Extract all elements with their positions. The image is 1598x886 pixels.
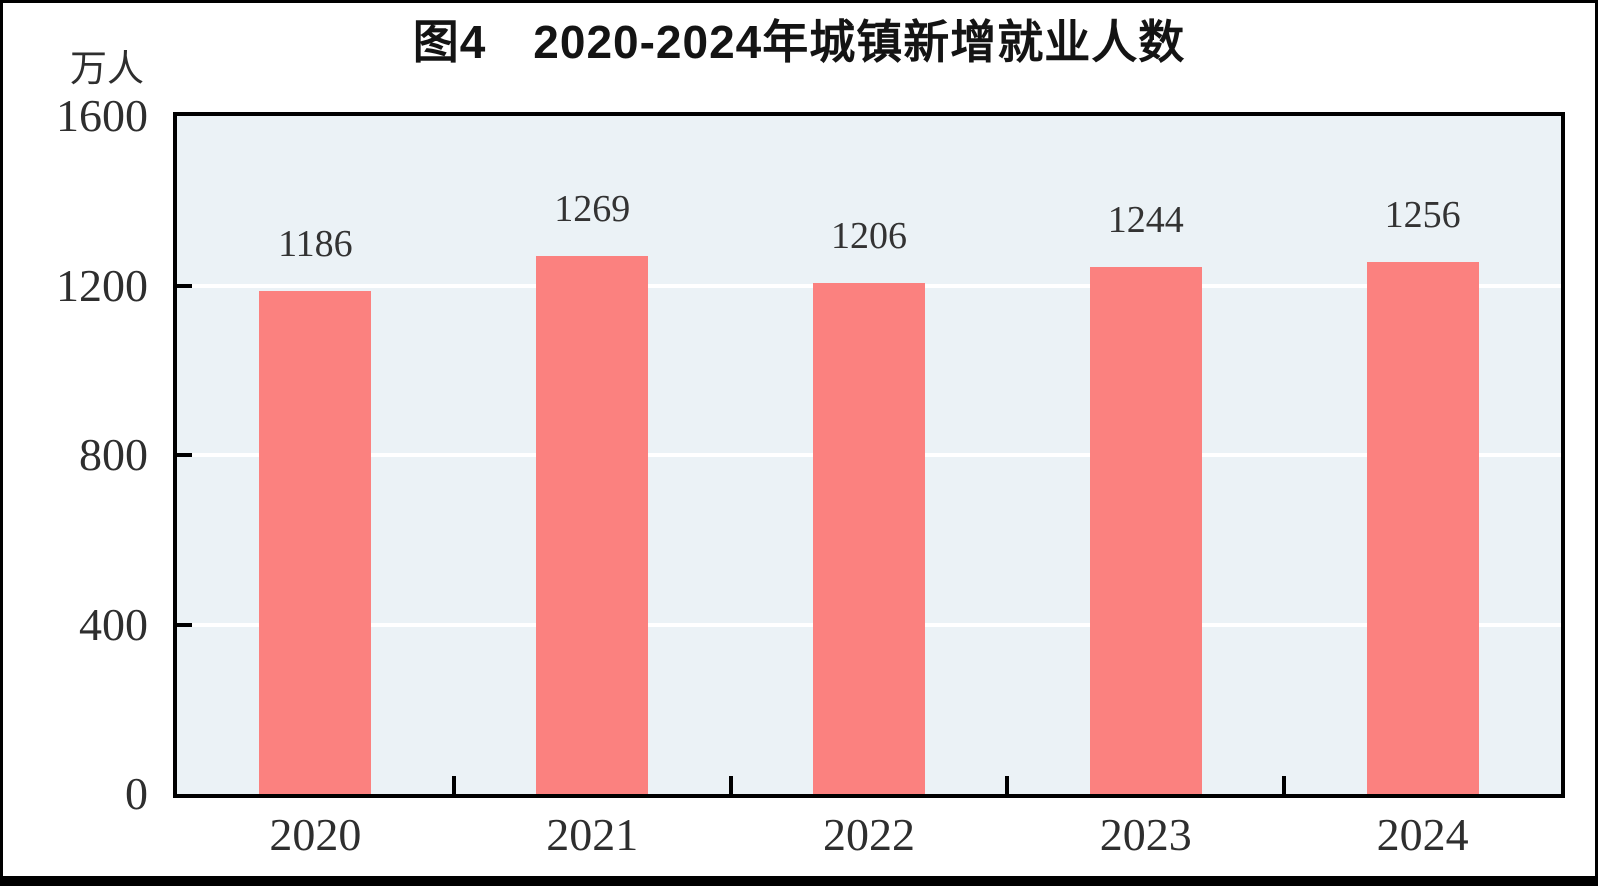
x-tick-mark-3 [1005, 776, 1010, 794]
bar-2020 [259, 291, 372, 794]
x-tick-mark-4 [1282, 776, 1287, 794]
bar-value-label-2022: 1206 [831, 214, 907, 257]
bar-2023 [1089, 266, 1202, 794]
chart-title: 图4 2020-2024年城镇新增就业人数 [412, 16, 1186, 68]
x-tick-mark-1 [451, 776, 456, 794]
bar-2021 [536, 256, 649, 794]
bar-2022 [813, 282, 925, 794]
plot-area: 1186 1269 1206 1244 1256 [173, 112, 1565, 798]
y-tick-mark-1200 [177, 283, 192, 288]
bar-value-label-2024: 1256 [1384, 193, 1461, 236]
y-tick-mark-800 [177, 453, 192, 457]
outer-frame-right [1595, 0, 1598, 886]
y-axis-label-1600: 1600 [56, 90, 148, 141]
bar-value-label-2023: 1244 [1107, 198, 1184, 241]
x-axis-label-2021: 2021 [546, 809, 639, 860]
x-axis-label-2023: 2023 [1099, 809, 1192, 860]
x-axis-label-2022: 2022 [823, 809, 915, 860]
bar-value-label-2020: 1186 [278, 223, 353, 266]
y-axis-label-1200: 1200 [56, 259, 148, 311]
x-axis-label-2020: 2020 [269, 809, 362, 860]
y-axis-unit-label: 万人 [70, 49, 144, 90]
y-axis-label-0: 0 [125, 768, 148, 819]
x-axis-label-2024: 2024 [1376, 809, 1469, 860]
bar-2024 [1366, 261, 1479, 794]
y-axis-label-800: 800 [79, 429, 148, 480]
y-tick-mark-400 [177, 622, 192, 627]
outer-frame-left [0, 0, 3, 886]
outer-frame-top [0, 0, 1598, 3]
y-axis-label-400: 400 [79, 598, 148, 650]
bar-value-label-2021: 1269 [554, 188, 631, 231]
x-tick-mark-2 [728, 776, 733, 794]
outer-frame-bottom [0, 876, 1598, 886]
plot-inner: 1186 1269 1206 1244 1256 [177, 116, 1561, 794]
